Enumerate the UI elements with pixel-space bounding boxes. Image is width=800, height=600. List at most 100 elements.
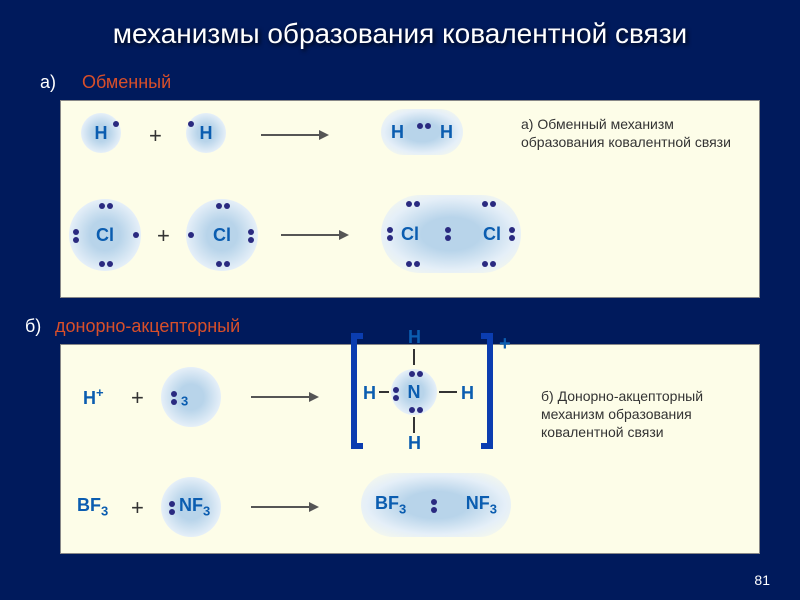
label-b-prefix: б) <box>25 316 41 337</box>
electron-dot <box>509 235 515 241</box>
electron-dot <box>445 235 451 241</box>
h-top: H <box>408 327 421 348</box>
atom-nf3: NF3 <box>161 477 221 537</box>
electron-dot <box>188 232 194 238</box>
electron-dot <box>406 201 412 207</box>
h-plus-label: H+ <box>83 385 104 409</box>
plus-sign: + <box>157 223 170 249</box>
electron-dot <box>417 371 423 377</box>
electron-dot <box>188 121 194 127</box>
atom-cl-right: Cl <box>186 199 258 271</box>
bracket-charge-plus: + <box>499 333 511 356</box>
electron-dot <box>99 203 105 209</box>
atom-label: H <box>440 122 453 143</box>
h-bottom: H <box>408 433 421 454</box>
atom-label: H <box>200 123 213 144</box>
sub-label: 3 <box>101 504 108 519</box>
atom-h-left: H <box>81 113 121 153</box>
atom-n-center: N <box>391 369 437 415</box>
electron-dot <box>482 261 488 267</box>
label-a-text: Обменный <box>82 72 171 93</box>
electron-dot <box>414 261 420 267</box>
slide-title: механизмы образования ковалентной связи <box>0 0 800 62</box>
atom-cl-left: Cl <box>69 199 141 271</box>
bond-line <box>379 391 389 393</box>
atom-label: BF <box>77 495 101 515</box>
sup-plus-icon: + <box>96 385 104 400</box>
h-left: H <box>363 383 376 404</box>
electron-dot <box>171 391 177 397</box>
electron-dot <box>107 261 113 267</box>
atom-nh3: 3 <box>161 367 221 427</box>
arrow-icon <box>251 389 321 405</box>
electron-dot <box>99 261 105 267</box>
electron-dot <box>248 237 254 243</box>
electron-dot <box>417 123 423 129</box>
bf3-label: BF3 <box>77 495 108 519</box>
label-a-prefix: а) <box>40 72 56 93</box>
atom-label: H <box>391 122 404 143</box>
label-b-text: донорно-акцепторный <box>55 316 240 337</box>
atom-label: NF3 <box>466 493 497 517</box>
electron-dot <box>431 507 437 513</box>
molecule-bf3nf3: BF3 NF3 <box>361 473 511 537</box>
electron-dot <box>414 201 420 207</box>
atom-label: N <box>408 382 421 403</box>
plus-sign: + <box>131 385 144 411</box>
electron-dot <box>169 501 175 507</box>
atom-label: NF3 <box>179 495 210 519</box>
electron-dot <box>73 237 79 243</box>
caption-a: а) Обменный механизм образования ковален… <box>521 115 741 151</box>
diagram-box-b: H+ + 3 N H H H H + б) Донорно-акцепторны… <box>60 344 760 554</box>
atom-label: H <box>83 388 96 408</box>
molecule-cl2: Cl Cl <box>381 195 521 273</box>
electron-dot <box>133 232 139 238</box>
electron-dot <box>409 407 415 413</box>
bond-line <box>439 391 457 393</box>
atom-label: BF3 <box>375 493 406 517</box>
bond-line <box>413 349 415 365</box>
electron-dot <box>425 123 431 129</box>
arrow-icon <box>281 227 351 243</box>
electron-dot <box>113 121 119 127</box>
electron-dot <box>490 261 496 267</box>
caption-b: б) Донорно-акцепторный механизм образова… <box>541 387 751 442</box>
electron-dot <box>169 509 175 515</box>
atom-label: H <box>95 123 108 144</box>
electron-dot <box>224 203 230 209</box>
atom-label: Cl <box>96 225 114 246</box>
electron-dot <box>431 499 437 505</box>
electron-dot <box>393 387 399 393</box>
diagram-box-a: H + H H H а) Обменный механизм образован… <box>60 100 760 298</box>
atom-label: Cl <box>483 224 501 245</box>
electron-dot <box>445 227 451 233</box>
electron-dot <box>107 203 113 209</box>
electron-dot <box>409 371 415 377</box>
electron-dot <box>171 399 177 405</box>
electron-dot <box>216 261 222 267</box>
arrow-icon <box>261 127 331 143</box>
electron-dot <box>387 227 393 233</box>
bond-line <box>413 417 415 433</box>
electron-dot <box>482 201 488 207</box>
arrow-icon <box>251 499 321 515</box>
atom-label: Cl <box>401 224 419 245</box>
h-right: H <box>461 383 474 404</box>
electron-dot <box>224 261 230 267</box>
atom-h-right: H <box>186 113 226 153</box>
electron-dot <box>387 235 393 241</box>
electron-dot <box>417 407 423 413</box>
bracket-right-icon <box>479 333 493 454</box>
electron-dot <box>393 395 399 401</box>
electron-dot <box>509 227 515 233</box>
plus-sign: + <box>131 495 144 521</box>
page-number: 81 <box>754 572 770 588</box>
molecule-h2: H H <box>381 109 463 155</box>
electron-dot <box>490 201 496 207</box>
plus-sign: + <box>149 123 162 149</box>
atom-label: 3 <box>181 385 188 409</box>
electron-dot <box>216 203 222 209</box>
atom-label: Cl <box>213 225 231 246</box>
electron-dot <box>73 229 79 235</box>
electron-dot <box>248 229 254 235</box>
